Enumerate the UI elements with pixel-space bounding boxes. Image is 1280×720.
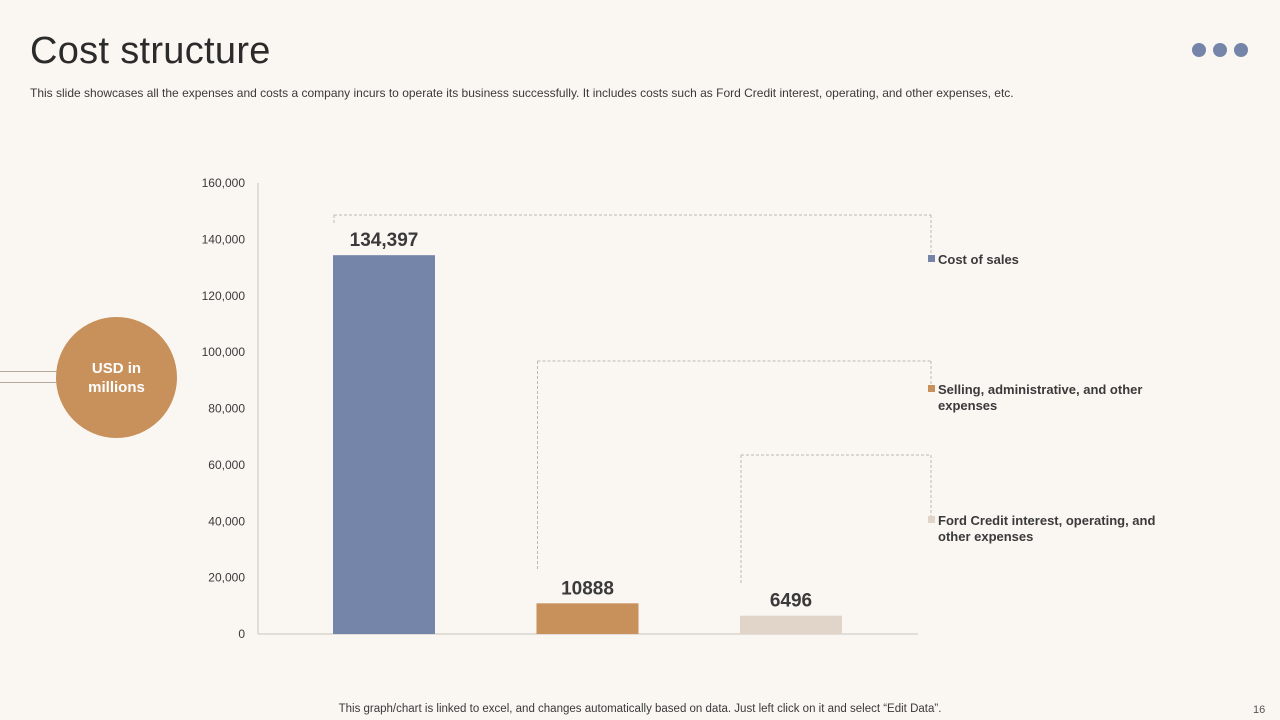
bar [740, 615, 842, 634]
y-tick-label: 0 [238, 627, 245, 641]
legend-label-line: Ford Credit interest, operating, and [938, 513, 1155, 528]
y-tick-label: 120,000 [202, 289, 246, 303]
legend-label: Selling, administrative, and other expens… [938, 382, 1142, 413]
y-tick-label: 140,000 [202, 232, 246, 246]
slide-title: Cost structure [30, 30, 271, 72]
y-tick-label: 100,000 [202, 345, 246, 359]
legend-label-line: Cost of sales [938, 252, 1019, 267]
unit-label: USD in millions [88, 359, 145, 396]
legend-marker [928, 255, 935, 262]
decorative-dots [1192, 43, 1248, 57]
footer-note: This graph/chart is linked to excel, and… [338, 703, 942, 715]
bar [333, 255, 435, 634]
dot-icon [1213, 43, 1227, 57]
dot-icon [1234, 43, 1248, 57]
y-tick-label: 40,000 [208, 514, 245, 528]
unit-badge: USD in millions [56, 317, 177, 438]
slide-subtitle: This slide showcases all the expenses an… [30, 86, 1014, 100]
legend-label: Cost of sales [938, 252, 1019, 267]
legend-marker [928, 385, 935, 392]
y-tick-label: 60,000 [208, 458, 245, 472]
legend-label-line: other expenses [938, 529, 1033, 544]
data-label: 134,397 [350, 230, 419, 251]
data-label: 6496 [770, 591, 812, 612]
legend-label-line: Selling, administrative, and other [938, 382, 1142, 397]
decorative-line [0, 371, 60, 372]
legend-label-line: expenses [938, 398, 997, 413]
decorative-line [0, 382, 60, 383]
decorative-lines [0, 371, 60, 385]
legend-marker [928, 516, 935, 523]
legend-label: Ford Credit interest, operating, and othe… [938, 513, 1155, 544]
y-tick-label: 20,000 [208, 571, 245, 585]
y-tick-label: 80,000 [208, 402, 245, 416]
data-label: 10888 [561, 578, 614, 599]
bar [536, 603, 639, 634]
dot-icon [1192, 43, 1206, 57]
y-tick-label: 160,000 [202, 176, 246, 190]
page-number: 16 [1253, 704, 1266, 716]
